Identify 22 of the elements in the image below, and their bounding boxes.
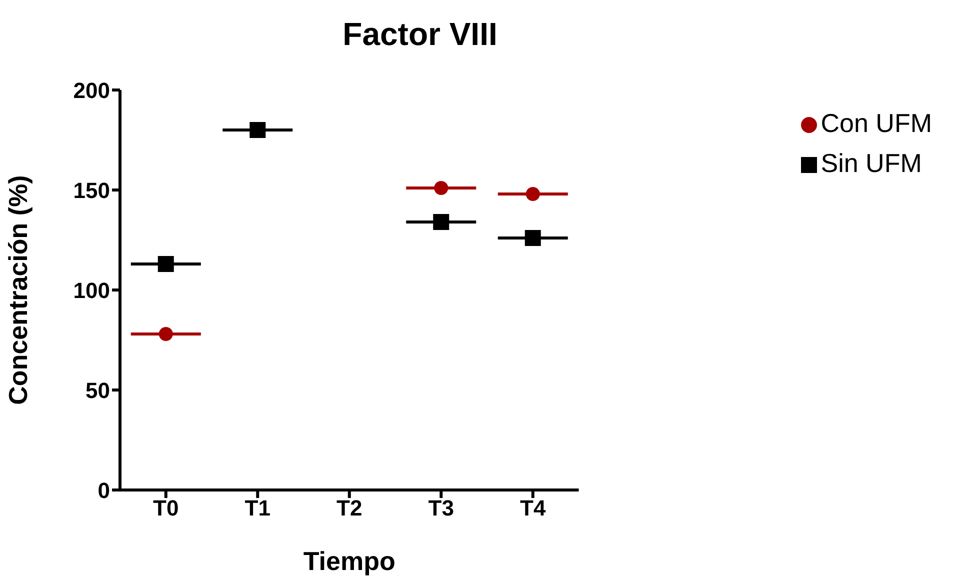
point [158, 256, 174, 272]
point [526, 187, 540, 201]
legend-label: Con UFM [820, 108, 932, 138]
chart-title: Factor VIII [342, 16, 498, 53]
x-tick-label: T3 [428, 496, 454, 521]
y-tick-label: 100 [73, 278, 110, 303]
y-tick-label: 0 [98, 478, 110, 503]
x-axis-title: Tiempo [303, 546, 396, 576]
x-tick-label: T4 [520, 496, 546, 521]
point [158, 327, 173, 341]
x-tick-label: T0 [153, 496, 179, 521]
point [524, 230, 541, 246]
point [433, 214, 450, 230]
point [434, 181, 448, 195]
x-tick-label: T2 [336, 496, 362, 521]
legend-label: Sin UFM [820, 148, 922, 178]
x-tick-label: T1 [244, 496, 270, 521]
y-tick-label: 200 [73, 78, 110, 103]
y-axis-title: Concentración (%) [3, 175, 34, 405]
y-tick-label: 150 [73, 178, 110, 203]
y-tick-label: 50 [86, 378, 110, 403]
point [250, 122, 266, 138]
